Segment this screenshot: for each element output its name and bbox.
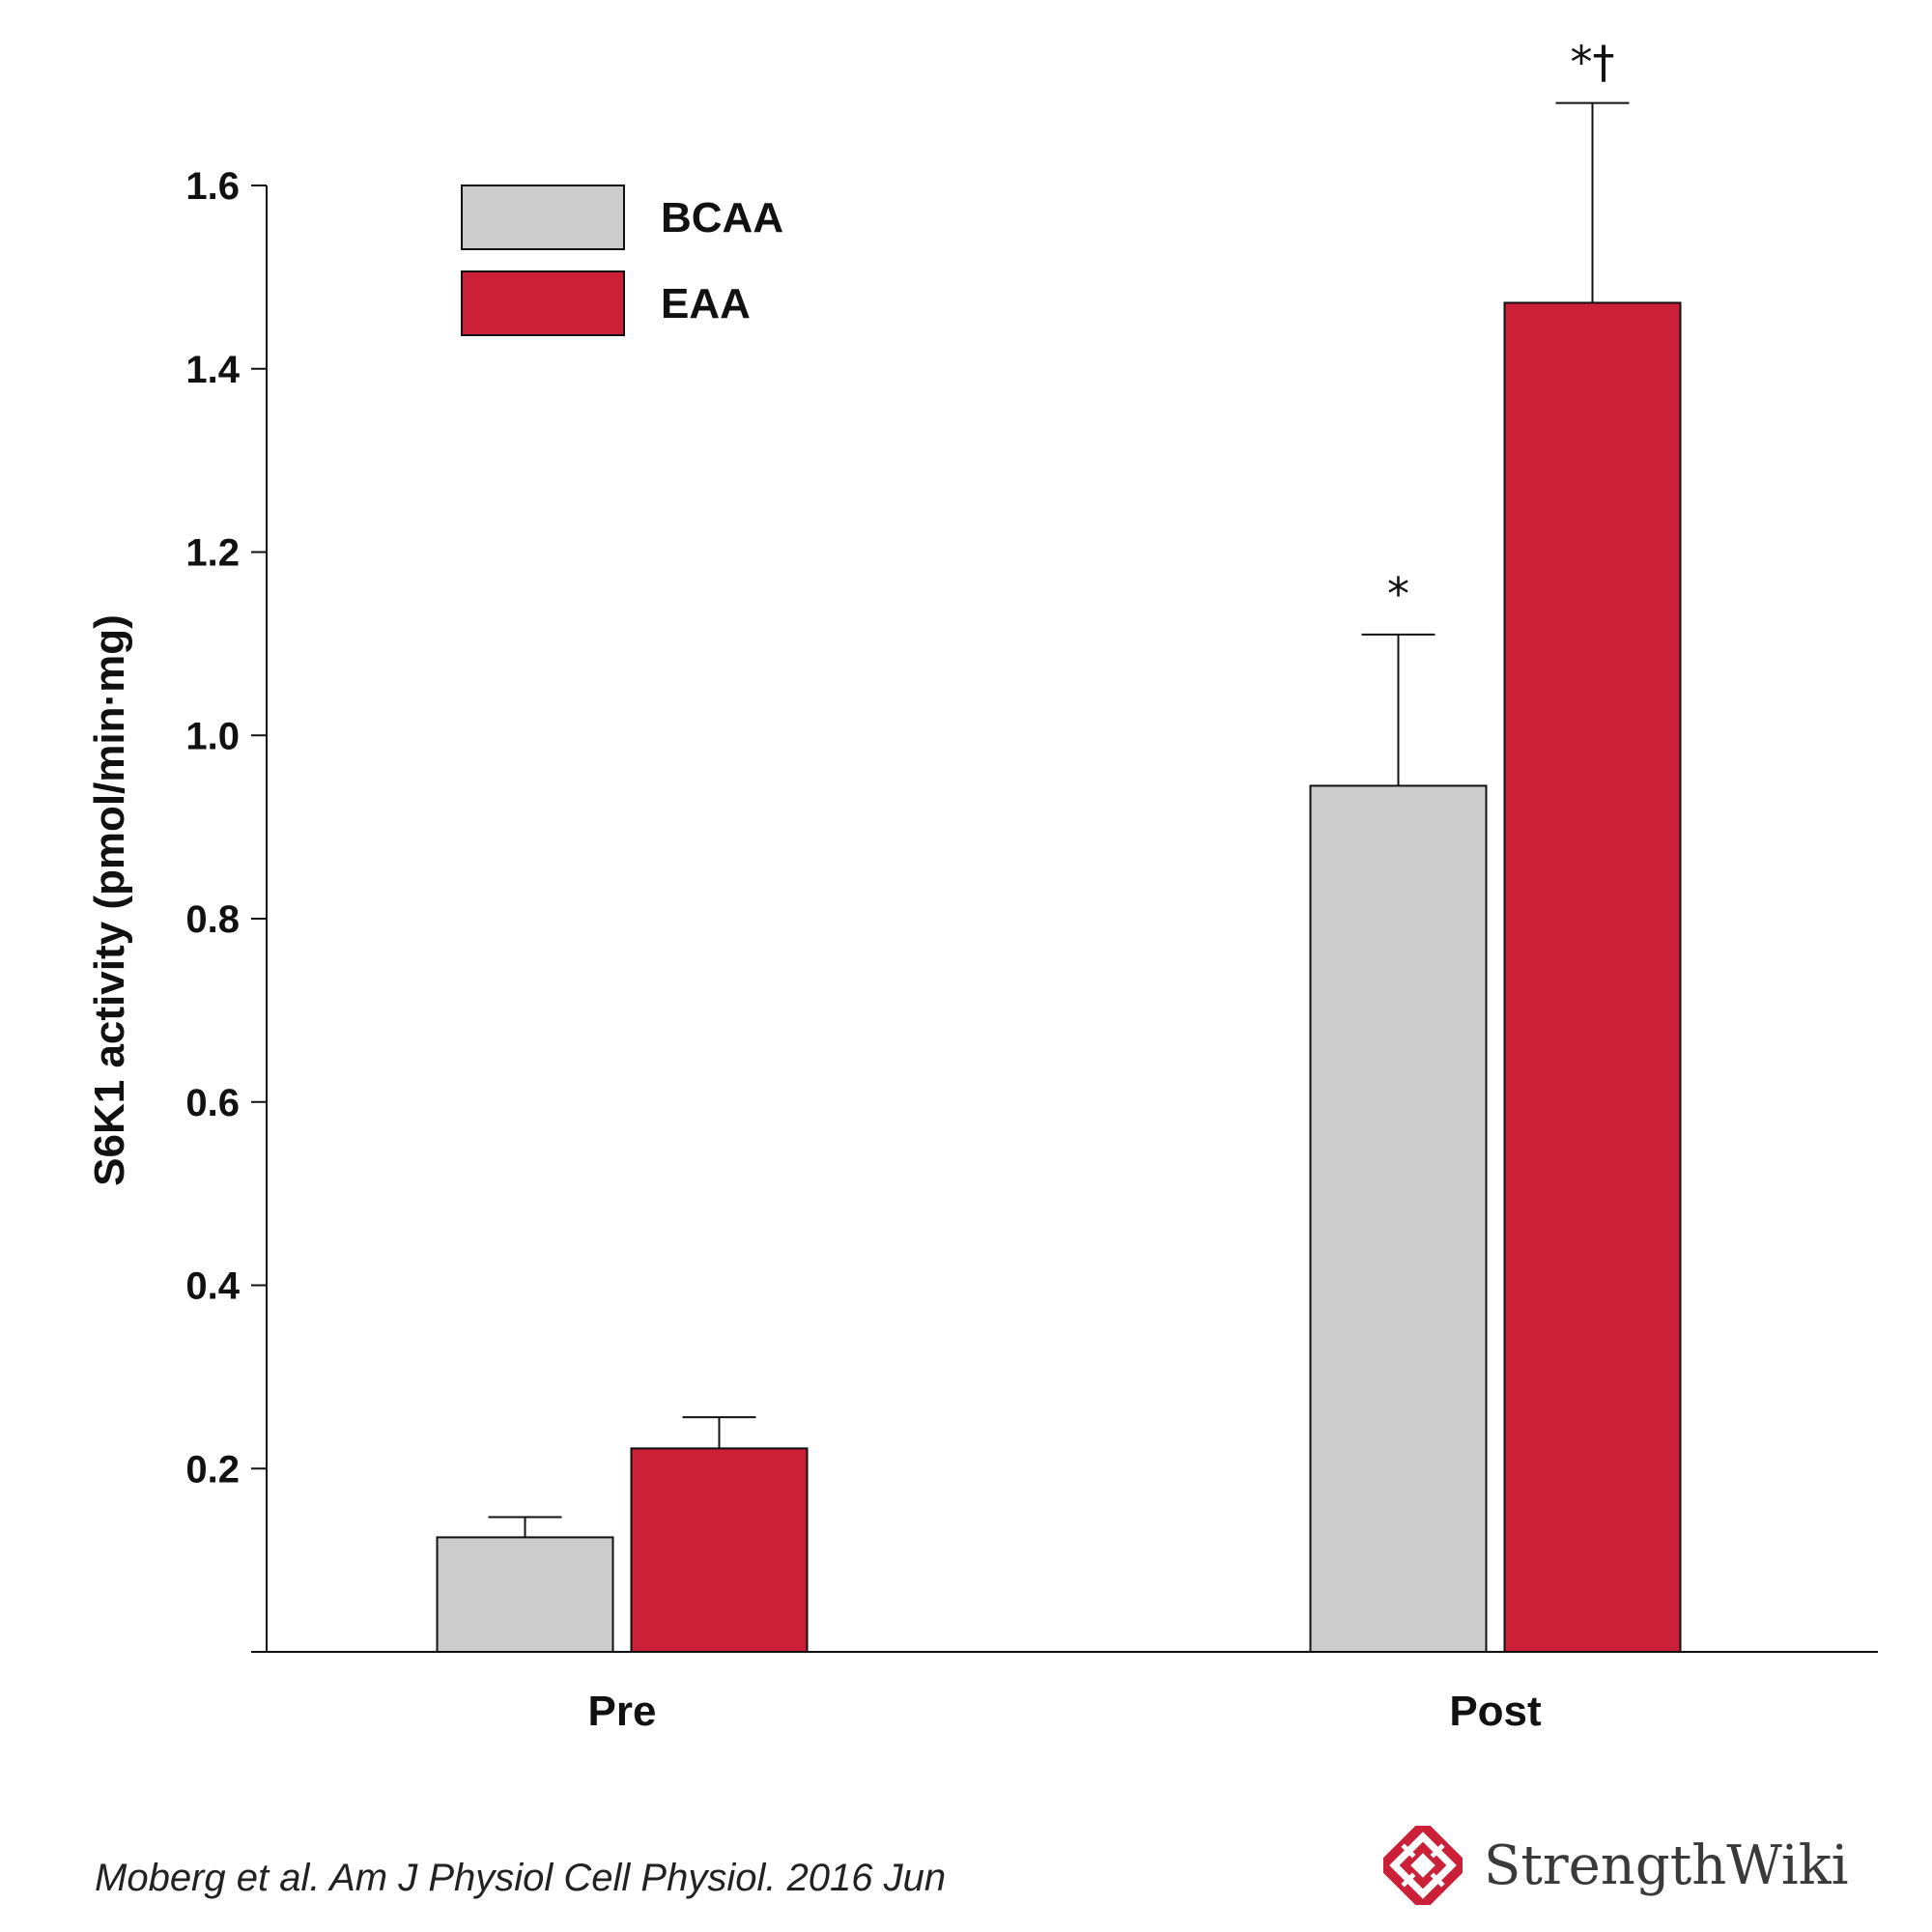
brand-name: StrengthWiki bbox=[1484, 1833, 1849, 1897]
y-tick-label: 0.2 bbox=[185, 1448, 240, 1491]
strengthwiki-logo-icon bbox=[1383, 1826, 1463, 1905]
bar-eaa-pre bbox=[630, 1447, 809, 1653]
y-tick-label: 1.2 bbox=[185, 532, 240, 575]
brand-watermark: StrengthWiki bbox=[1383, 1822, 1849, 1909]
bar-bcaa-post bbox=[1309, 784, 1488, 1653]
significance-marker: * bbox=[1387, 568, 1409, 620]
y-tick-label: 1.6 bbox=[185, 165, 240, 208]
legend-label-eaa: EAA bbox=[661, 280, 751, 327]
y-axis: 0.2 0.4 0.6 0.8 1.0 1.2 1.4 1.6 bbox=[185, 165, 268, 1652]
legend-swatch-eaa bbox=[461, 270, 625, 336]
legend: BCAA EAA bbox=[461, 185, 783, 336]
y-tick-label: 0.4 bbox=[185, 1265, 240, 1308]
bar-eaa-post bbox=[1503, 301, 1682, 1654]
legend-swatch-bcaa bbox=[461, 185, 625, 250]
x-axis: Pre Post bbox=[251, 1651, 1878, 1735]
y-axis-title: S6K1 activity (pmol/min·mg) bbox=[86, 614, 133, 1186]
y-tick-label: 0.6 bbox=[185, 1082, 240, 1124]
bar-bcaa-pre bbox=[436, 1536, 614, 1653]
x-category-label: Post bbox=[1449, 1688, 1542, 1735]
significance-marker: *† bbox=[1571, 37, 1615, 89]
y-tick-label: 1.4 bbox=[185, 349, 240, 391]
citation-text: Moberg et al. Am J Physiol Cell Physiol.… bbox=[95, 1857, 947, 1899]
y-tick-label: 0.8 bbox=[185, 898, 240, 941]
y-tick-label: 1.0 bbox=[185, 715, 240, 757]
bars: * *† bbox=[436, 37, 1682, 1654]
legend-label-bcaa: BCAA bbox=[661, 194, 783, 242]
x-category-label: Pre bbox=[588, 1688, 657, 1735]
